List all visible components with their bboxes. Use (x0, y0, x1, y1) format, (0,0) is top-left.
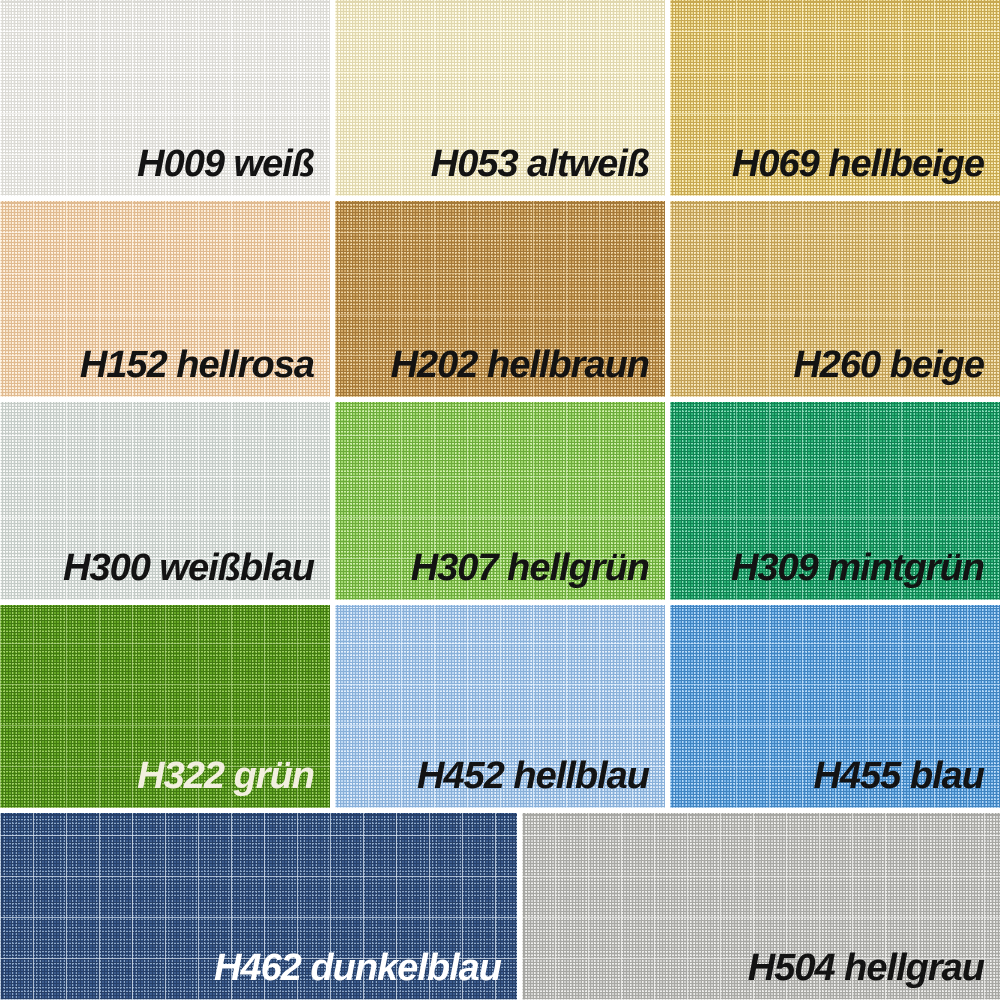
swatch-label: H053 altweiß (430, 143, 650, 186)
swatch-label: H260 beige (793, 344, 985, 387)
fabric-swatch-h309: H309 mintgrün (670, 402, 1000, 600)
fabric-swatch-h307: H307 hellgrün (335, 402, 665, 600)
swatch-label: H455 blau (813, 755, 985, 798)
swatch-row-2: H152 hellrosa H202 hellbraun H260 beige (0, 201, 1000, 397)
fabric-swatch-h069: H069 hellbeige (670, 0, 1000, 196)
swatch-label: H307 hellgrün (410, 547, 650, 590)
fabric-swatch-h009: H009 weiß (0, 0, 330, 196)
fabric-swatch-h452: H452 hellblau (335, 605, 665, 808)
fabric-swatch-h300: H300 weißblau (0, 402, 330, 600)
swatch-label: H152 hellrosa (79, 344, 315, 387)
fabric-swatch-h053: H053 altweiß (335, 0, 665, 196)
swatch-row-5: H462 dunkelblau H504 hellgrau (0, 813, 1000, 1000)
swatch-row-1: H009 weiß H053 altweiß H069 hellbeige (0, 0, 1000, 196)
swatch-label: H300 weißblau (63, 547, 315, 590)
fabric-swatch-h152: H152 hellrosa (0, 201, 330, 397)
swatch-label: H309 mintgrün (730, 547, 985, 590)
fabric-swatch-h462: H462 dunkelblau (0, 813, 517, 1000)
swatch-label: H452 hellblau (417, 755, 650, 798)
swatch-label: H462 dunkelblau (214, 947, 502, 990)
swatch-label: H009 weiß (137, 143, 315, 186)
fabric-swatch-h322: H322 grün (0, 605, 330, 808)
fabric-swatch-h260: H260 beige (670, 201, 1000, 397)
fabric-swatch-h202: H202 hellbraun (335, 201, 665, 397)
swatch-row-3: H300 weißblau H307 hellgrün H309 mintgrü… (0, 402, 1000, 600)
swatch-label: H069 hellbeige (731, 143, 985, 186)
swatch-label: H504 hellgrau (747, 947, 985, 990)
swatch-label: H322 grün (137, 755, 315, 798)
swatch-row-4: H322 grün H452 hellblau H455 blau (0, 605, 1000, 808)
swatch-label: H202 hellbraun (390, 344, 650, 387)
fabric-swatch-h455: H455 blau (670, 605, 1000, 808)
fabric-swatch-h504: H504 hellgrau (522, 813, 1000, 1000)
